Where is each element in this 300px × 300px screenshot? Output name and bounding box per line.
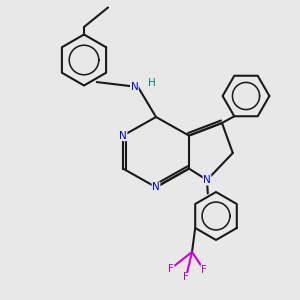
Text: N: N bbox=[130, 82, 138, 92]
Text: F: F bbox=[168, 263, 174, 274]
Text: F: F bbox=[183, 272, 189, 283]
Text: H: H bbox=[148, 77, 155, 88]
Text: N: N bbox=[119, 130, 127, 141]
Text: N: N bbox=[152, 182, 160, 192]
Text: N: N bbox=[203, 175, 211, 185]
Text: F: F bbox=[201, 265, 207, 275]
